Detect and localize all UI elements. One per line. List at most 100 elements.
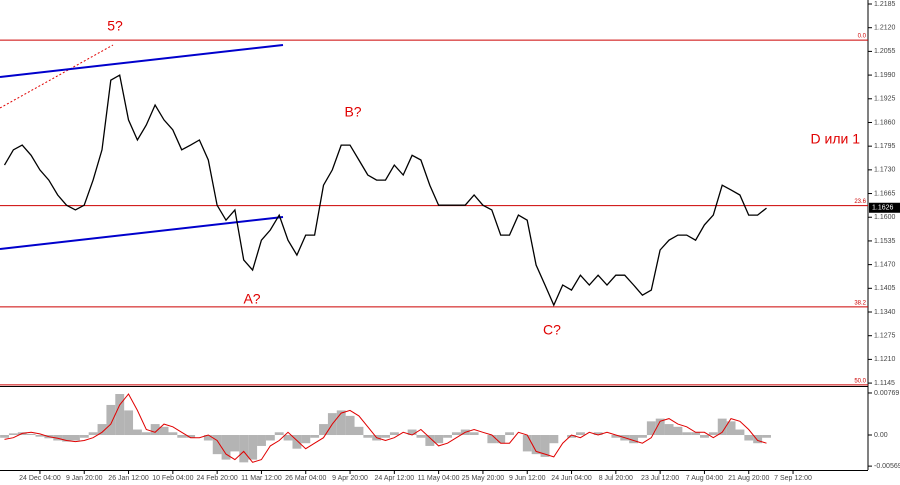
y-tick-label: 1.1275 [874,333,896,340]
projection-line [0,44,114,109]
histogram-bar [487,435,497,444]
histogram-bar [203,435,213,441]
histogram-bar [451,432,461,436]
histogram-bar [62,435,72,442]
histogram-bar [708,432,718,436]
y-tick-label: 1.1795 [874,143,896,150]
x-tick-label: 9 Apr 20:00 [332,475,368,482]
histogram-bar [159,426,169,436]
histogram-bar [283,435,293,441]
histogram-bar [655,418,665,436]
level-label: 23.6 [854,199,866,205]
y-tick-label: 1.1730 [874,167,896,174]
histogram-bar [576,432,585,436]
y-tick-label: 1.1600 [874,214,896,221]
wave-label: B? [344,104,361,120]
histogram-bar [70,435,80,441]
x-tick-label: 23 Jul 12:00 [641,475,679,482]
histogram-bar [717,418,727,436]
histogram-bar [744,435,754,441]
histogram-bar [310,435,320,438]
histogram-bar [248,435,258,460]
price-line [3,74,767,307]
histogram-bar [691,432,701,436]
x-tick-label: 11 Mar 12:00 [241,475,282,482]
x-tick-label: 9 Jun 12:00 [509,475,546,482]
x-tick-label: 24 Apr 12:00 [374,475,414,482]
histogram-bar [700,435,709,438]
y-tick-label: 1.1340 [874,309,896,316]
wave-label: A? [243,291,260,307]
x-tick-label: 21 Aug 20:00 [728,475,769,482]
y-tick-label: 1.1210 [874,356,896,363]
histogram-bar [425,435,435,446]
histogram-bar [549,435,559,444]
histogram-bar [265,435,275,441]
histogram-bar [97,424,107,436]
channel-line-lower [0,216,284,250]
x-tick-label: 9 Jan 20:00 [66,475,103,482]
y-tick-label: 1.1470 [874,261,896,268]
wave-label: D или 1 [811,131,861,147]
histogram-bar [177,435,187,438]
y-tick-label: 1.1925 [874,96,896,103]
y-tick-label: 1.2120 [874,25,896,32]
x-tick-label: 24 Dec 04:00 [19,475,61,482]
histogram-bar [301,435,311,444]
histogram-bar [186,435,196,438]
histogram-bar [638,435,647,438]
x-tick-label: 26 Mar 04:00 [285,475,326,482]
histogram-bar [0,435,9,438]
histogram-bar [26,433,36,436]
histogram-bar [567,435,577,438]
level-label: 0.0 [858,34,867,40]
histogram-bar [611,435,621,438]
histogram-bar [540,435,550,457]
histogram-bar [726,421,736,436]
x-tick-label: 24 Feb 20:00 [197,475,238,482]
histogram-bar [389,432,399,436]
histogram-bar [531,435,541,455]
histogram-bar [354,426,364,436]
histogram-bar [274,432,284,436]
x-tick-label: 25 May 20:00 [462,475,505,482]
histogram-bar [522,435,532,452]
last-price-box [869,202,900,213]
y-tick-label: 1.1990 [874,72,896,79]
histogram-bar [133,429,142,436]
signal-line [4,393,767,463]
x-tick-label: 10 Feb 04:00 [152,475,193,482]
histogram-bar [735,429,745,436]
histogram-bar [753,435,763,444]
histogram-bar [345,415,355,436]
histogram-bar [646,421,656,436]
x-tick-label: 11 May 04:00 [418,475,460,482]
histogram-bar [141,432,151,436]
last-price-label: 1.1626 [872,205,894,212]
histogram-bar [381,435,390,438]
histogram-bar [629,435,639,444]
histogram-bar [682,432,692,436]
histogram-bar [664,424,674,436]
x-tick-label: 26 Jan 12:00 [108,475,149,482]
wave-label: 5? [107,18,123,34]
channel-line-upper [0,44,284,78]
histogram-bar [257,435,266,446]
level-label: 50.0 [854,378,866,384]
wave-label: C? [543,322,561,338]
histogram-bar [292,435,302,449]
y-tick-label: 0.00769 [874,390,899,397]
histogram-bar [168,432,178,436]
histogram-bar [673,426,683,436]
histogram-bar [762,435,771,438]
x-tick-label: 7 Aug 04:00 [686,475,723,482]
histogram-bar [106,404,116,436]
histogram-bar [88,432,98,436]
histogram-bar [407,429,417,436]
histogram-bar [469,432,479,436]
histogram-bar [79,435,89,438]
histogram-bar [239,435,249,463]
histogram-bar [336,410,346,436]
histogram-bar [53,435,63,441]
histogram-bar [593,432,603,436]
